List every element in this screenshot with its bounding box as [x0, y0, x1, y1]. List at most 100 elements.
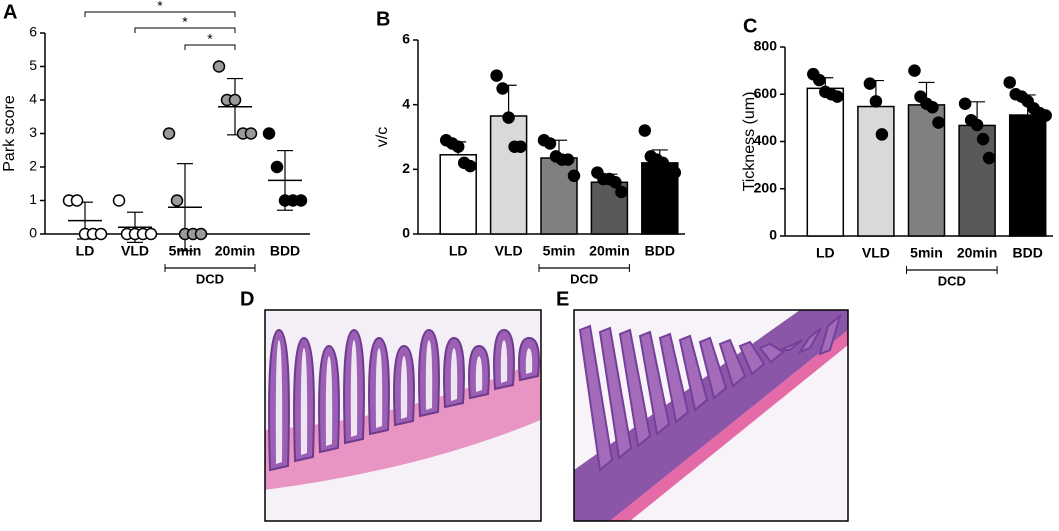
- data-point: [982, 151, 996, 165]
- data-point: [463, 159, 477, 173]
- data-point: [863, 77, 877, 90]
- bar: [857, 105, 895, 237]
- villus-core: [350, 340, 358, 437]
- data-point: [668, 166, 682, 179]
- y-tick-label: 1: [29, 191, 37, 207]
- villus: [738, 340, 766, 376]
- x-tick-label: BDD: [1013, 245, 1043, 261]
- significance-label: *: [157, 0, 163, 14]
- data-point: [976, 132, 990, 146]
- bar: [806, 87, 845, 237]
- group-label: DCD: [938, 273, 966, 288]
- data-point: [615, 185, 628, 199]
- villus: [797, 327, 822, 355]
- data-point: [970, 118, 984, 132]
- data-point: [262, 127, 276, 140]
- y-tick-label: 2: [402, 160, 410, 176]
- villus-core: [500, 340, 508, 383]
- villus-core: [400, 356, 408, 419]
- data-point: [926, 100, 939, 114]
- y-tick-label: 6: [29, 24, 37, 40]
- data-point: [502, 111, 515, 124]
- panel-label: D: [240, 288, 254, 310]
- y-tick-label: 400: [754, 132, 778, 148]
- y-tick-label: 5: [29, 57, 37, 73]
- data-point: [813, 73, 826, 87]
- data-point: [869, 95, 883, 108]
- data-point: [567, 169, 581, 183]
- image-frame: [264, 309, 542, 522]
- y-tick-label: 3: [29, 124, 37, 140]
- panel-label: E: [556, 288, 569, 310]
- y-axis-label: Tickness (um): [741, 92, 758, 192]
- x-tick-label: LD: [449, 243, 468, 259]
- villus: [718, 338, 747, 388]
- group-label: DCD: [196, 271, 224, 286]
- villus-core: [325, 356, 333, 446]
- data-point: [932, 116, 945, 129]
- data-point: [908, 64, 921, 77]
- data-point: [228, 93, 242, 107]
- villus-core: [525, 348, 533, 374]
- y-tick-label: 4: [29, 91, 37, 107]
- data-point: [112, 194, 126, 207]
- villus: [758, 342, 785, 364]
- data-point: [543, 137, 557, 150]
- data-point: [609, 176, 622, 189]
- villus: [779, 339, 803, 351]
- x-tick-label: LD: [76, 243, 95, 259]
- villus: [598, 326, 633, 460]
- bar: [489, 115, 528, 235]
- data-point: [162, 127, 176, 140]
- significance-bracket: [134, 27, 236, 33]
- y-tick-label: 6: [402, 31, 410, 47]
- x-tick-label: VLD: [495, 243, 523, 259]
- histology-image: [265, 310, 541, 521]
- villus-core: [450, 348, 458, 401]
- villus-core: [275, 340, 283, 464]
- panel-label: A: [3, 1, 17, 23]
- x-tick-label: 20min: [957, 245, 997, 261]
- histology-image: [574, 310, 848, 521]
- villus-core: [375, 348, 383, 428]
- group-label: DCD: [570, 271, 598, 286]
- data-point: [294, 194, 308, 207]
- data-point: [1003, 76, 1016, 89]
- bar: [1008, 114, 1047, 237]
- data-point: [270, 160, 284, 174]
- data-point: [94, 227, 108, 241]
- x-tick-label: VLD: [121, 243, 149, 259]
- data-point: [496, 82, 509, 95]
- y-tick-label: 4: [402, 95, 410, 111]
- x-tick-label: 20min: [589, 243, 629, 259]
- x-tick-label: LD: [816, 245, 835, 261]
- villus: [638, 330, 671, 436]
- image-frame: [573, 309, 849, 522]
- y-tick-label: 200: [754, 179, 778, 195]
- x-tick-label: 20min: [215, 243, 255, 259]
- data-point: [244, 127, 258, 140]
- significance-bracket: [84, 11, 236, 17]
- data-point: [70, 194, 84, 207]
- y-tick-label: 0: [769, 227, 777, 243]
- data-point: [212, 60, 226, 73]
- data-point: [451, 140, 465, 153]
- data-point: [638, 124, 652, 137]
- data-point: [170, 194, 184, 207]
- y-tick-label: 2: [29, 158, 37, 174]
- x-tick-label: 5min: [543, 243, 576, 259]
- data-point: [194, 227, 208, 241]
- data-point: [490, 69, 503, 82]
- x-tick-label: BDD: [270, 243, 300, 259]
- panel-label: C: [743, 15, 757, 37]
- panel-label: B: [376, 8, 390, 30]
- y-axis-label: v/c: [374, 127, 391, 147]
- y-axis-label: Park score: [1, 95, 18, 172]
- y-tick-label: 0: [402, 225, 410, 241]
- data-point: [561, 153, 575, 166]
- villus: [578, 324, 614, 472]
- villus: [678, 334, 709, 412]
- bar: [958, 124, 996, 237]
- villus-core: [475, 356, 483, 392]
